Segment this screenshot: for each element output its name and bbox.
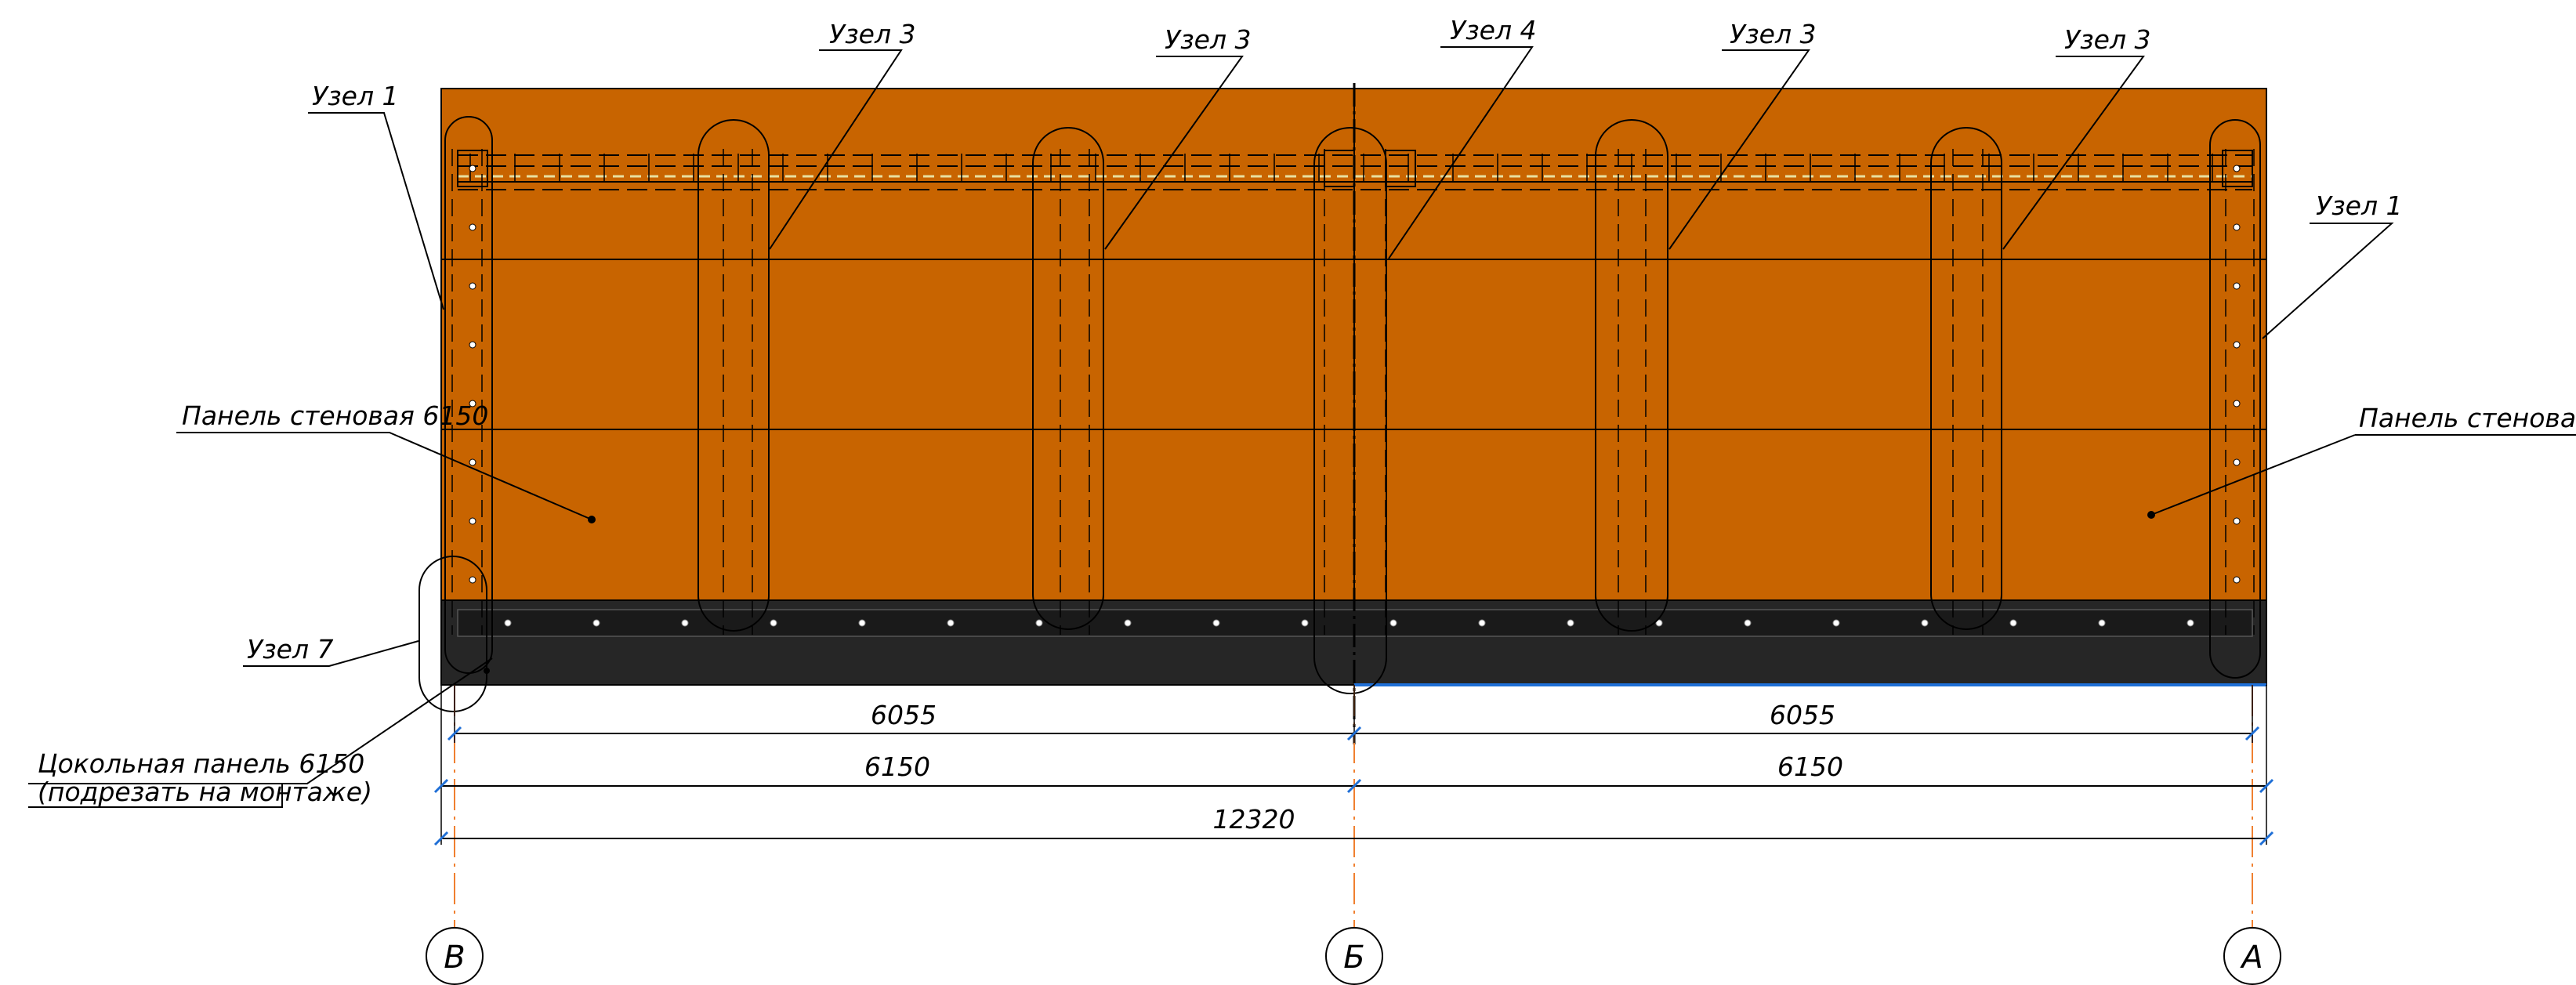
leader-dot-plinth (484, 668, 490, 674)
screw (469, 576, 476, 584)
screw (469, 282, 476, 290)
plinth-screw (770, 619, 777, 627)
callout-wall-panel-left: Панель стеновая 6150 (182, 400, 488, 431)
callout-node3-a: Узел 3 (829, 19, 916, 49)
plinth-screw (1389, 619, 1397, 627)
axis-label-b: Б (1343, 940, 1364, 976)
plinth-screw (592, 619, 600, 627)
dim-6150-right: 6150 (1777, 751, 1843, 782)
plinth-screw (1744, 619, 1752, 627)
screw (2233, 400, 2241, 407)
corner-bracket (2222, 150, 2253, 187)
plinth-screw (2098, 619, 2106, 627)
plinth-screw (1567, 619, 1574, 627)
screw (469, 341, 476, 349)
plinth-screw (1035, 619, 1043, 627)
screw (2233, 223, 2241, 231)
plinth-screw (1212, 619, 1220, 627)
screw (2233, 576, 2241, 584)
axis-bubble-b (1325, 927, 1383, 985)
callout-node3-c: Узел 3 (1730, 19, 1817, 49)
callout-node7: Узел 7 (247, 634, 334, 665)
node-oval (418, 556, 487, 712)
axis-lines (454, 685, 2253, 932)
callout-node1-right: Узел 1 (2316, 190, 2403, 221)
axis-bubbles (426, 927, 2281, 985)
plinth-note-line2: (подрезать на монтаже) (38, 777, 372, 807)
axis-label-a: А (2239, 940, 2263, 976)
plinth-screw (1301, 619, 1309, 627)
screw (469, 165, 476, 172)
node-oval (1595, 119, 1668, 632)
leader-dot-left (588, 516, 596, 523)
plinth-screw (504, 619, 512, 627)
dim-6055-right: 6055 (1770, 700, 1835, 730)
node-ovals (418, 116, 2261, 712)
node-oval (444, 116, 493, 674)
plinth-screw (947, 619, 955, 627)
dim-6150-left: 6150 (864, 751, 930, 782)
plinth-screw (858, 619, 866, 627)
screw (2233, 458, 2241, 466)
screw (469, 223, 476, 231)
plinth-screw (681, 619, 689, 627)
node-oval (1930, 127, 2002, 630)
plinth-screw (1478, 619, 1486, 627)
node-oval (697, 119, 770, 632)
dim-12320: 12320 (1213, 804, 1295, 835)
screw (469, 517, 476, 525)
callout-wall-panel-right: Панель стеновая 6150 (2359, 403, 2576, 433)
plinth-screw (1124, 619, 1132, 627)
axis-label-v: В (444, 940, 465, 976)
screw (2233, 282, 2241, 290)
screw (2233, 165, 2241, 172)
corner-bracket (457, 150, 488, 187)
callout-node1-left: Узел 1 (312, 81, 399, 111)
plinth-screw (2009, 619, 2017, 627)
node-oval (1032, 127, 1104, 630)
screw (469, 458, 476, 466)
screw (2233, 517, 2241, 525)
wall-panel-left (440, 88, 1355, 601)
screw (469, 400, 476, 407)
plinth-screw (1655, 619, 1663, 627)
plinth-screw (2187, 619, 2194, 627)
plinth-screw (1921, 619, 1929, 627)
callout-node4: Узел 4 (1450, 15, 1537, 45)
plinth-screw (1832, 619, 1840, 627)
screws (469, 165, 2241, 627)
callout-node3-b: Узел 3 (1165, 24, 1252, 55)
leader-lines (28, 46, 2576, 808)
screw (2233, 341, 2241, 349)
axis-bubble-a (2223, 927, 2281, 985)
dimension-lines (433, 685, 2274, 846)
node-oval (2209, 119, 2261, 679)
node-oval (1313, 127, 1387, 694)
dim-6055-left: 6055 (871, 700, 937, 730)
leader-dot-right (2147, 511, 2155, 519)
axis-bubble-v (426, 927, 484, 985)
plinth-note-line1: Цокольная панель 6150 (38, 748, 364, 779)
callout-node3-d: Узел 3 (2064, 24, 2151, 55)
